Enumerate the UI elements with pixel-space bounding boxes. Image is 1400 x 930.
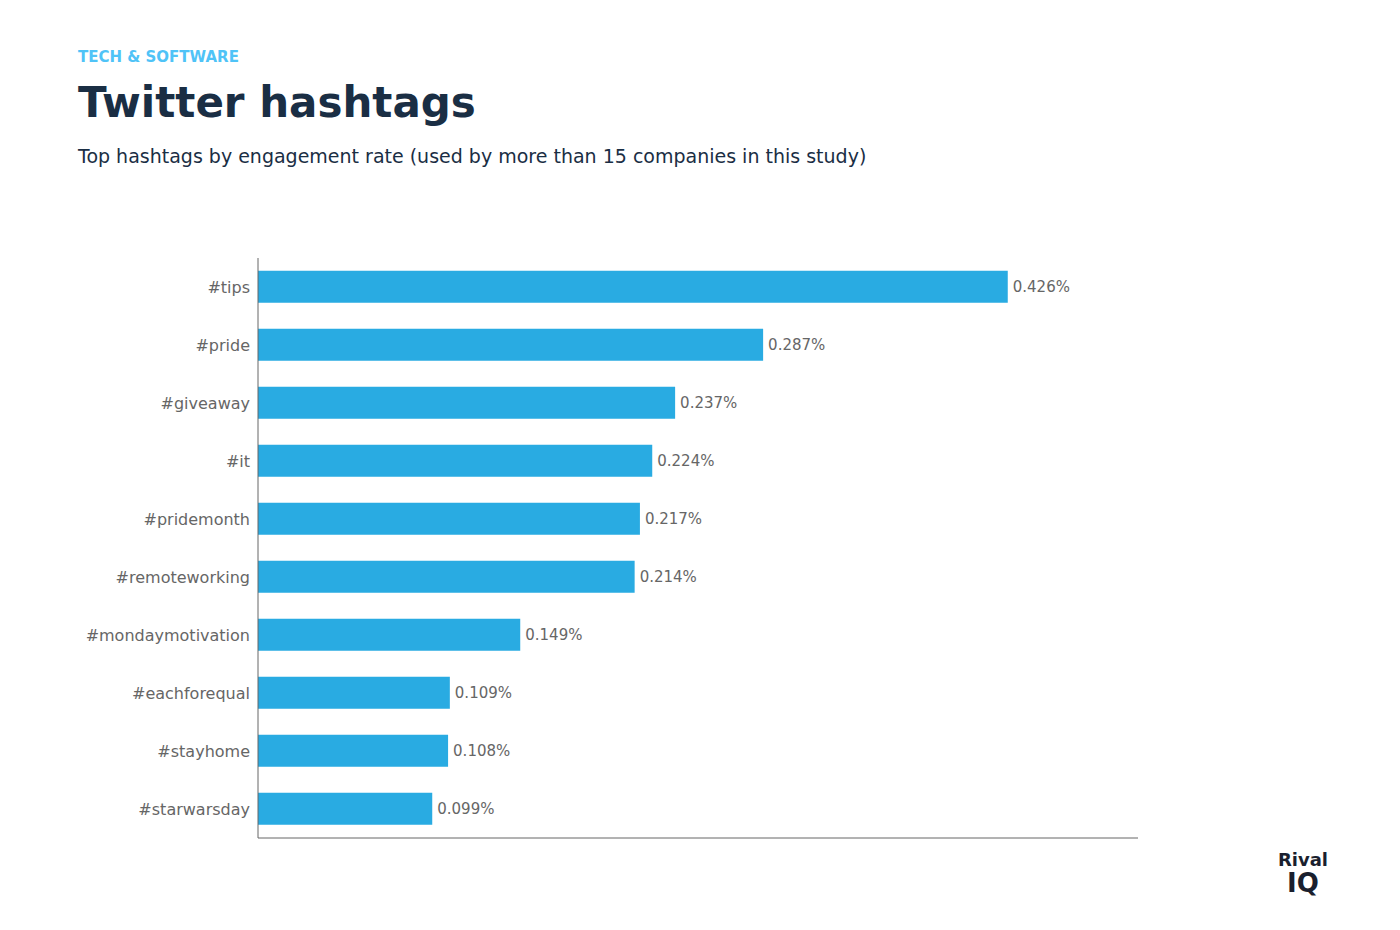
svg-text:0.287%: 0.287% bbox=[768, 336, 825, 354]
svg-text:0.099%: 0.099% bbox=[437, 800, 494, 818]
html-text:TECH & SOFTWARE: TECH & SOFTWARE bbox=[78, 48, 239, 66]
svg-text:0.224%: 0.224% bbox=[657, 452, 714, 470]
svg-text:0.109%: 0.109% bbox=[455, 684, 512, 702]
svg-text:#it: #it bbox=[226, 452, 250, 471]
html-text:Top hashtags by engagement rat: Top hashtags by engagement rate (used by… bbox=[78, 145, 867, 167]
svg-text:0.237%: 0.237% bbox=[680, 394, 737, 412]
html-text:Twitter hashtags: Twitter hashtags bbox=[78, 78, 476, 127]
svg-text:#pridemonth: #pridemonth bbox=[143, 510, 250, 529]
svg-text:0.149%: 0.149% bbox=[525, 626, 582, 644]
svg-text:#mondaymotivation: #mondaymotivation bbox=[86, 626, 250, 645]
svg-text:#tips: #tips bbox=[207, 278, 250, 297]
svg-text:0.217%: 0.217% bbox=[645, 510, 702, 528]
svg-text:#pride: #pride bbox=[195, 336, 250, 355]
html-text:IQ: IQ bbox=[1287, 868, 1319, 899]
svg-text:0.214%: 0.214% bbox=[640, 568, 697, 586]
svg-text:#eachforequal: #eachforequal bbox=[132, 684, 250, 703]
svg-text:0.108%: 0.108% bbox=[453, 742, 510, 760]
svg-text:#stayhome: #stayhome bbox=[157, 742, 250, 761]
svg-text:#giveaway: #giveaway bbox=[161, 394, 250, 413]
svg-text:#starwarsday: #starwarsday bbox=[138, 800, 250, 819]
svg-text:0.426%: 0.426% bbox=[1013, 278, 1070, 296]
svg-text:#remoteworking: #remoteworking bbox=[116, 568, 250, 587]
html-text:Rival: Rival bbox=[1277, 848, 1328, 870]
